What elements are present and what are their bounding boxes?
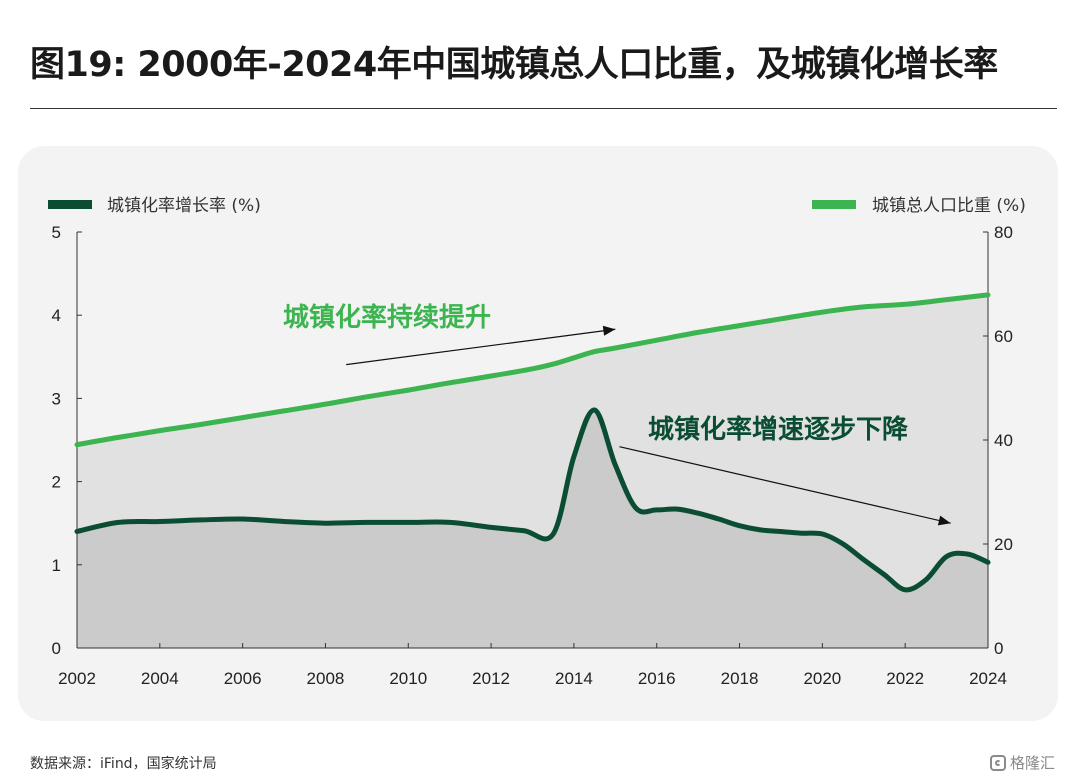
legend-label-growth: 城镇化率增长率 (%) [107, 196, 261, 216]
annotation-text-slowing: 城镇化率增速逐步下降 [648, 414, 909, 445]
x-tick-label: 2008 [307, 669, 345, 688]
annotation-arrow-slowing-shaft [619, 446, 951, 524]
annotation-text-rising: 城镇化率持续提升 [283, 302, 491, 333]
series-line-growth [74, 407, 991, 593]
x-tick-label: 2012 [472, 669, 510, 688]
watermark: 格隆汇 [990, 752, 1055, 773]
y-left-tick-label: 0 [52, 639, 61, 658]
legend-swatch-growth [48, 200, 92, 209]
source-note: 数据来源：iFind，国家统计局 [30, 756, 217, 772]
y-left-tick-label: 4 [52, 306, 61, 325]
x-tick-label: 2018 [721, 669, 759, 688]
title-divider [30, 108, 1057, 109]
x-tick-label: 2004 [141, 669, 179, 688]
x-tick-label: 2016 [638, 669, 676, 688]
annotation-arrow-rising-shaft [346, 328, 616, 366]
watermark-text: 格隆汇 [1010, 754, 1056, 772]
legend-swatch-share [812, 200, 856, 209]
page-title: 图19: 2000年-2024年中国城镇总人口比重，及城镇化增长率 [30, 45, 998, 85]
y-right-tick-label: 80 [994, 223, 1013, 242]
y-left-tick-label: 5 [52, 223, 61, 242]
x-tick-label: 2002 [58, 669, 96, 688]
x-tick-label: 2006 [224, 669, 262, 688]
y-right-tick-label: 60 [994, 327, 1013, 346]
series-line-share [74, 292, 991, 448]
y-right-tick-label: 0 [994, 639, 1003, 658]
watermark-logo-icon [990, 754, 1006, 771]
x-tick-label: 2010 [389, 669, 427, 688]
annotation-arrow-rising-head [602, 325, 616, 336]
annotation-arrow-slowing-head [937, 515, 951, 526]
x-tick-label: 2020 [803, 669, 841, 688]
y-left-tick-label: 3 [52, 389, 61, 408]
y-left-tick-label: 2 [52, 473, 61, 492]
y-left-tick-label: 1 [52, 556, 61, 575]
x-tick-label: 2014 [555, 669, 593, 688]
x-tick-label: 2022 [886, 669, 924, 688]
x-tick-label: 2024 [969, 669, 1007, 688]
y-right-tick-label: 40 [994, 431, 1013, 450]
series-area-growth [77, 409, 988, 648]
legend-label-share: 城镇总人口比重 (%) [872, 196, 1026, 216]
y-right-tick-label: 20 [994, 535, 1013, 554]
